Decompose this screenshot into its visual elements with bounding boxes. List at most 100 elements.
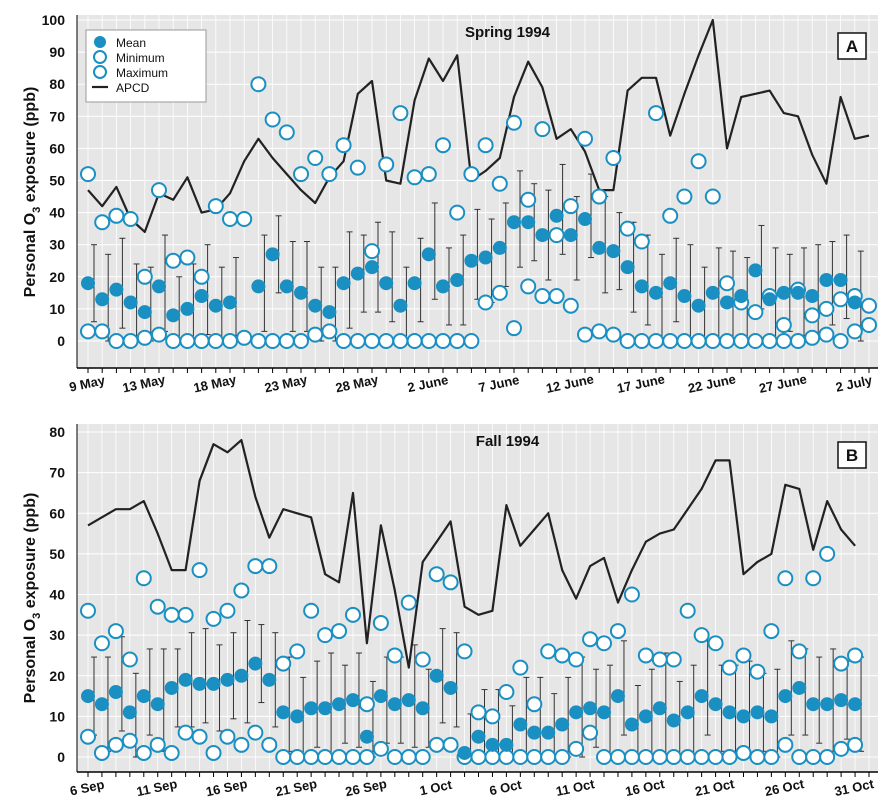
- maximum-point: [609, 623, 626, 640]
- y-tick-label: 0: [57, 749, 65, 765]
- minimum-point: [818, 326, 835, 343]
- legend-swatch-minimum: [93, 50, 107, 64]
- maximum-point: [250, 76, 267, 93]
- mean-point: [308, 298, 323, 313]
- apcd-line: [87, 439, 856, 669]
- mean-point: [478, 250, 493, 265]
- minimum-points: [80, 278, 877, 349]
- minimum-point: [93, 744, 110, 761]
- minimum-point: [847, 736, 864, 753]
- maximum-point: [749, 663, 766, 680]
- mean-point: [680, 705, 695, 720]
- mean-point: [734, 289, 749, 304]
- x-tick-label: 27 June: [758, 371, 808, 396]
- minimum-point: [577, 326, 593, 343]
- minimum-point: [364, 333, 380, 349]
- mean-point: [722, 705, 737, 720]
- y-tick-label: 60: [49, 505, 65, 521]
- minimum-point: [846, 323, 863, 340]
- minimum-point: [704, 333, 721, 349]
- mean-point: [436, 279, 450, 294]
- minimum-point: [414, 749, 431, 765]
- mean-point: [691, 298, 706, 313]
- minimum-point: [512, 749, 529, 765]
- maximum-point: [791, 643, 808, 660]
- maximum-point: [477, 137, 494, 154]
- minimum-point: [520, 278, 537, 295]
- mean-point: [450, 273, 465, 288]
- panel-title: Fall 1994: [476, 433, 540, 450]
- x-tick-label: 1 Oct: [418, 777, 454, 799]
- maximum-point: [605, 150, 622, 167]
- maximum-point: [344, 606, 361, 623]
- minimum-point: [289, 749, 306, 765]
- minimum-point: [264, 333, 281, 349]
- y-tick-label: 30: [49, 237, 65, 253]
- maximum-point: [582, 631, 599, 648]
- mean-point: [304, 701, 319, 716]
- mean-point: [720, 295, 734, 310]
- mean-point: [597, 705, 612, 720]
- maximum-points: [80, 76, 877, 333]
- mean-point: [336, 276, 351, 291]
- legend-label: Minimum: [116, 51, 165, 65]
- maximum-point: [93, 635, 110, 652]
- mean-point: [634, 279, 649, 294]
- minimum-point: [193, 333, 210, 349]
- minimum-point: [386, 749, 403, 765]
- minimum-point: [676, 333, 693, 349]
- minimum-point: [335, 333, 352, 349]
- maximum-point: [819, 545, 836, 562]
- maximum-point: [484, 708, 501, 725]
- minimum-point: [392, 333, 409, 349]
- maximum-point: [818, 300, 835, 317]
- minimum-point: [94, 323, 111, 340]
- minimum-point: [791, 749, 808, 765]
- minimum-point: [540, 749, 557, 765]
- maximum-point: [512, 659, 529, 676]
- mean-point: [750, 705, 765, 720]
- maximum-point: [679, 602, 696, 619]
- minimum-point: [406, 333, 423, 349]
- maximum-point: [94, 214, 111, 231]
- maximum-point: [832, 291, 849, 308]
- maximum-point: [151, 182, 167, 199]
- y-axis-label: Personal O3 exposure (ppb): [22, 493, 43, 704]
- maximum-point: [719, 275, 735, 292]
- minimum-point: [233, 736, 250, 753]
- y-tick-label: 50: [49, 173, 65, 189]
- minimum-point: [637, 749, 654, 765]
- maximum-point: [805, 570, 822, 587]
- minimum-point: [136, 329, 153, 346]
- mean-point: [499, 737, 514, 752]
- mean-point: [583, 701, 598, 716]
- x-tick-label: 16 Sep: [204, 776, 248, 799]
- minimum-point: [747, 333, 764, 349]
- maximum-point: [847, 647, 864, 664]
- y-tick-label: 90: [49, 44, 65, 60]
- mean-point: [762, 292, 777, 307]
- y-tick-label: 20: [49, 668, 65, 684]
- maximum-point: [449, 204, 466, 221]
- mean-point: [220, 672, 235, 687]
- maximum-point: [721, 659, 738, 676]
- maximum-point: [735, 647, 752, 664]
- mean-point: [294, 285, 308, 300]
- minimum-point: [261, 736, 278, 753]
- maximum-point: [777, 570, 794, 587]
- mean-point: [248, 656, 263, 671]
- mean-point: [606, 244, 621, 259]
- mean-point: [764, 709, 779, 724]
- minimum-point: [721, 749, 738, 765]
- minimum-point: [442, 736, 459, 753]
- maximum-point: [520, 191, 537, 208]
- mean-point: [555, 717, 570, 732]
- maximum-point: [80, 166, 96, 183]
- x-tick-label: 23 May: [263, 372, 309, 396]
- minimum-point: [735, 744, 752, 761]
- mean-point: [152, 279, 166, 294]
- maximum-point: [247, 558, 264, 575]
- maximum-point: [435, 137, 451, 154]
- maximum-point: [833, 655, 850, 672]
- minimum-point: [763, 749, 780, 765]
